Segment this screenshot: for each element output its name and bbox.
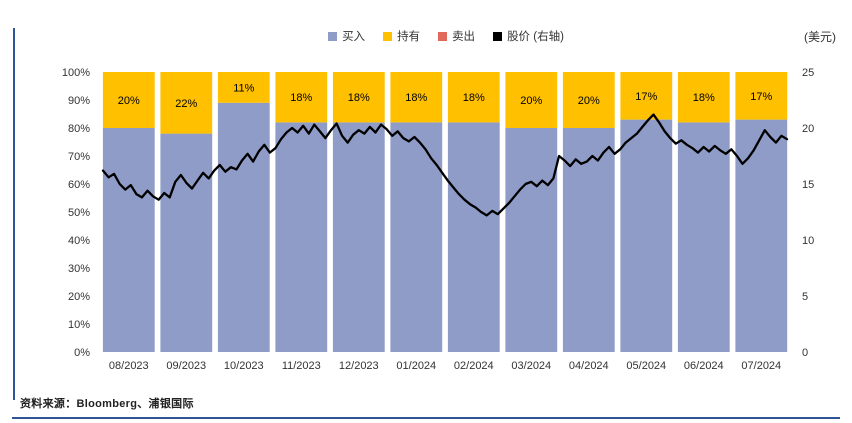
legend-swatch (493, 31, 503, 41)
bar-segment-持有 (735, 72, 788, 120)
bar-data-label: 18% (348, 92, 370, 104)
left-axis-tick-label: 30% (68, 263, 90, 275)
bar-data-label: 20% (118, 95, 140, 107)
x-axis-tick-label: 10/2023 (224, 360, 264, 372)
right-axis-tick-label: 15 (802, 179, 814, 191)
left-accent-rule (13, 28, 15, 400)
chart-legend: 买入 持有 卖出 股价 (右轴) (100, 28, 792, 44)
left-axis-tick-label: 0% (74, 347, 90, 359)
x-axis-tick-label: 03/2024 (511, 360, 551, 372)
bar-segment-持有 (390, 72, 443, 123)
legend-swatch (383, 31, 393, 41)
x-axis-tick-label: 04/2024 (569, 360, 609, 372)
x-axis-tick-label: 01/2024 (396, 360, 436, 372)
x-axis-tick-label: 05/2024 (626, 360, 666, 372)
x-axis-labels: 08/2023 09/2023 10/2023 11/2023 12/2023 01/20… (109, 360, 781, 372)
left-axis-tick-label: 80% (68, 123, 90, 135)
right-axis-tick-label: 5 (802, 291, 808, 303)
bar-data-label: 20% (520, 95, 542, 107)
right-axis-labels: 0 5 10 15 20 25 (802, 67, 814, 359)
right-axis-unit-label: (美元) (804, 30, 836, 44)
bar-segment-持有 (677, 72, 730, 123)
bar-segment-买入 (102, 128, 155, 352)
bar-segment-持有 (620, 72, 673, 120)
legend-item: 持有 (383, 28, 420, 44)
left-axis-tick-label: 60% (68, 179, 90, 191)
legend-label: 卖出 (452, 31, 476, 43)
left-axis-tick-label: 10% (68, 319, 90, 331)
bar-segment-持有 (332, 72, 385, 123)
bar-data-label: 22% (175, 98, 197, 110)
bar-data-label: 20% (578, 95, 600, 107)
bar-segment-买入 (620, 119, 673, 352)
bar-segment-买入 (677, 122, 730, 353)
x-axis-tick-label: 12/2023 (339, 360, 379, 372)
left-axis-tick-label: 100% (62, 67, 90, 79)
bar-data-label: 17% (635, 91, 657, 103)
bar-segment-买入 (735, 119, 788, 352)
bar-segment-持有 (562, 72, 615, 128)
left-axis-tick-label: 40% (68, 235, 90, 247)
bar-data-label: 18% (463, 92, 485, 104)
legend-item: 买入 (328, 28, 365, 44)
right-axis-tick-label: 10 (802, 235, 814, 247)
left-axis-labels: 0% 10% 20% 30% 40% 50% 60% 70% 80% 90% 100% (62, 67, 90, 359)
right-axis-tick-label: 25 (802, 67, 814, 79)
bar-segment-持有 (505, 72, 558, 128)
legend-label: 买入 (342, 31, 366, 43)
left-axis-tick-label: 70% (68, 151, 90, 163)
left-axis-tick-label: 50% (68, 207, 90, 219)
bar-segment-持有 (160, 72, 213, 134)
bar-segment-买入 (505, 128, 558, 352)
bar-data-label: 18% (405, 92, 427, 104)
x-axis-tick-label: 07/2024 (741, 360, 781, 372)
bar-segment-持有 (275, 72, 328, 123)
source-note: 资料来源：Bloomberg、浦银国际 (20, 398, 194, 410)
bar-data-label: 11% (233, 82, 254, 94)
bar-segment-持有 (102, 72, 155, 128)
bar-segment-买入 (447, 122, 500, 353)
legend-item: 股价 (右轴) (493, 28, 564, 44)
x-axis-tick-label: 02/2024 (454, 360, 494, 372)
right-axis-tick-label: 20 (802, 123, 814, 135)
price-line (101, 113, 789, 217)
bar-segment-买入 (562, 128, 615, 352)
left-axis-tick-label: 90% (68, 95, 90, 107)
legend-item: 卖出 (438, 28, 475, 44)
bar-data-label: 18% (290, 92, 312, 104)
bar-series-group: 20% 22% 11% 18% 18% 18% 18% 20% 20% 17% 18% 17% (102, 72, 788, 353)
bottom-accent-rule (12, 417, 840, 419)
legend-label: 股价 (右轴) (507, 31, 564, 43)
x-axis-tick-label: 11/2023 (282, 360, 321, 372)
x-axis-tick-label: 08/2023 (109, 360, 149, 372)
x-axis-tick-label: 09/2023 (166, 360, 206, 372)
bar-segment-持有 (217, 72, 270, 103)
bar-segment-买入 (390, 122, 443, 353)
bar-segment-买入 (160, 133, 213, 352)
left-axis-tick-label: 20% (68, 291, 90, 303)
bar-segment-买入 (275, 122, 328, 353)
x-axis-tick-label: 06/2024 (684, 360, 724, 372)
legend-swatch (438, 31, 448, 41)
bar-segment-买入 (217, 102, 270, 352)
bar-segment-持有 (447, 72, 500, 123)
bar-data-label: 17% (750, 91, 772, 103)
right-axis-tick-label: 0 (802, 347, 808, 359)
legend-swatch (328, 31, 338, 41)
bar-segment-买入 (332, 122, 385, 353)
bar-data-label: 18% (693, 92, 715, 104)
legend-label: 持有 (397, 31, 421, 43)
